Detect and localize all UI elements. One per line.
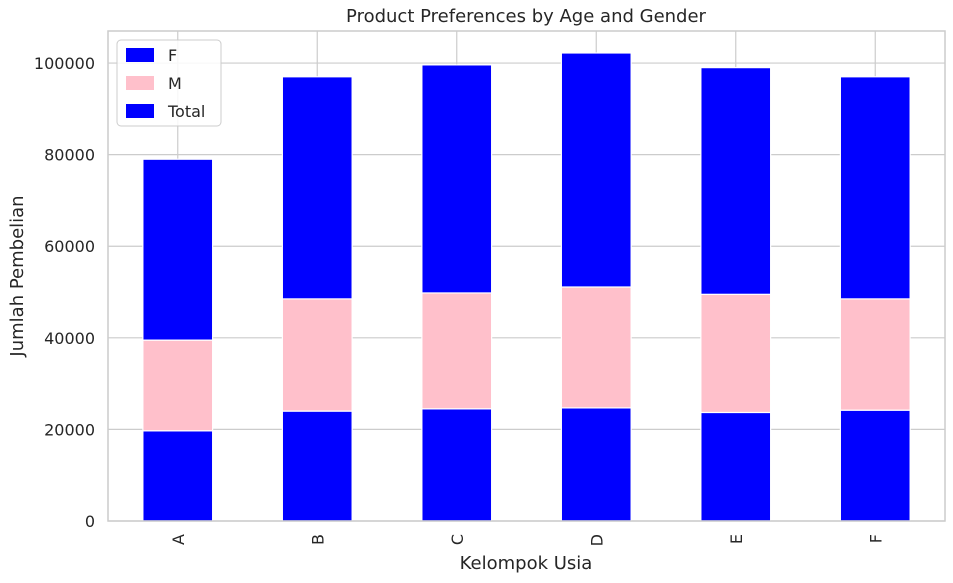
x-tick-label: D xyxy=(587,534,606,546)
bar-segment xyxy=(281,410,353,522)
x-tick-label: F xyxy=(866,534,885,543)
bar-segment xyxy=(839,298,911,411)
bar-segment xyxy=(560,407,632,522)
y-tick-label: 100000 xyxy=(34,54,95,73)
bar-segment xyxy=(281,298,353,412)
bar-segment xyxy=(421,64,493,294)
bar-segment xyxy=(700,67,772,295)
bar-segment xyxy=(839,76,911,300)
bar-segment xyxy=(560,52,632,288)
legend-label: F xyxy=(168,46,177,65)
legend: FM Total xyxy=(116,39,222,127)
bar-segment xyxy=(839,409,911,522)
y-axis-label: Jumlah Pembelian xyxy=(7,195,28,357)
plot-frame xyxy=(107,30,946,522)
y-tick-label: 60000 xyxy=(44,237,95,256)
x-tick-label: A xyxy=(169,534,188,545)
bar-segment xyxy=(142,158,214,341)
legend-label: M xyxy=(168,74,182,93)
legend-swatch xyxy=(126,76,154,90)
y-tick-label: 0 xyxy=(85,512,95,531)
bar-segment xyxy=(142,339,214,432)
y-tick-label: 80000 xyxy=(44,146,95,165)
x-ticks: A B C D E F xyxy=(169,534,886,546)
bar-segment xyxy=(700,293,772,414)
x-tick-label: B xyxy=(308,534,327,545)
bar-segment xyxy=(421,408,493,522)
bar-segment xyxy=(700,411,772,522)
grid xyxy=(108,31,945,522)
y-tick-label: 40000 xyxy=(44,329,95,348)
bars xyxy=(142,52,911,522)
bar-segment xyxy=(142,430,214,522)
y-tick-label: 20000 xyxy=(44,420,95,439)
x-tick-label: E xyxy=(727,534,746,544)
bar-segment xyxy=(421,292,493,410)
bar-segment xyxy=(560,286,632,409)
legend-label: Total xyxy=(167,102,205,121)
legend-swatch xyxy=(126,104,154,118)
y-ticks: 0 20000 40000 60000 80000 100000 xyxy=(34,54,95,531)
chart-title: Product Preferences by Age and Gender xyxy=(346,6,707,27)
bar-segment xyxy=(281,76,353,300)
x-tick-label: C xyxy=(448,534,467,545)
legend-swatch xyxy=(126,48,154,62)
x-axis-label: Kelompok Usia xyxy=(460,553,593,574)
